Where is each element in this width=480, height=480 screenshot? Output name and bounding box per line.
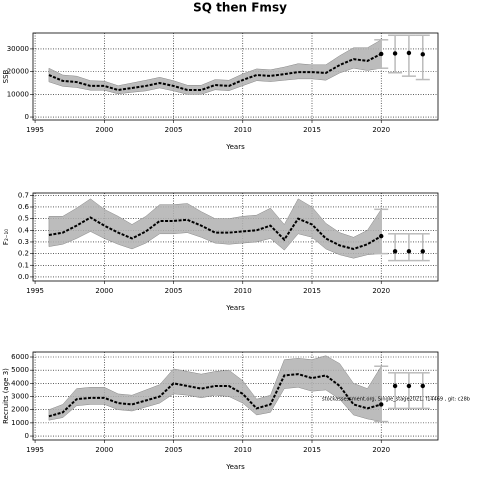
y-tick-label: 0.4 xyxy=(18,226,30,234)
x-axis-label: Years xyxy=(225,463,245,471)
x-axis-label: Years xyxy=(225,304,245,312)
x-tick-label: 2000 xyxy=(95,287,113,295)
y-tick-label: 0.2 xyxy=(18,250,29,258)
plot-frame xyxy=(32,32,439,121)
y-tick-label: 20000 xyxy=(7,68,29,76)
estimate-line xyxy=(48,373,382,418)
y-tick-label: 0.5 xyxy=(18,215,29,223)
forecast-point xyxy=(420,52,425,57)
forecast-point xyxy=(392,249,398,254)
x-tick-label: 2010 xyxy=(234,287,252,295)
x-tick-label: 2010 xyxy=(234,446,252,454)
y-axis-label: Recruits (age 3) xyxy=(2,368,10,424)
x-tick-label: 1995 xyxy=(26,287,44,295)
plot-frame xyxy=(32,192,439,282)
plot-frame xyxy=(32,351,439,441)
estimate-line xyxy=(48,53,382,92)
x-tick-label: 2020 xyxy=(372,446,390,454)
y-tick-label: 0.6 xyxy=(18,203,30,211)
x-axis-label: Years xyxy=(225,143,245,151)
x-tick-label: 2015 xyxy=(303,446,321,454)
y-tick-label: 10000 xyxy=(7,90,29,98)
x-tick-label: 1995 xyxy=(26,126,44,134)
y-tick-label: 0 xyxy=(25,432,29,440)
y-axis-label: F₂₋₁₀ xyxy=(2,229,10,245)
forecast-point xyxy=(379,402,384,407)
y-tick-label: 0.7 xyxy=(18,191,29,199)
forecast-point xyxy=(379,233,384,239)
forecast-point xyxy=(392,51,398,56)
forecast-point xyxy=(406,383,412,389)
x-tick-label: 2005 xyxy=(165,287,183,295)
x-tick-label: 2020 xyxy=(372,287,390,295)
y-tick-label: 30000 xyxy=(7,45,29,53)
y-tick-label: 4000 xyxy=(11,379,29,387)
forecast-point xyxy=(406,249,412,254)
forecast-point xyxy=(406,50,412,56)
y-tick-label: 5000 xyxy=(11,366,29,374)
y-tick-label: 0.3 xyxy=(18,238,29,246)
y-tick-label: 0.0 xyxy=(18,273,29,281)
confidence-band xyxy=(48,355,382,422)
annotation: stockassessment.org, Single_stage2021, f… xyxy=(322,397,470,403)
y-tick-label: 0.1 xyxy=(18,261,29,269)
x-tick-label: 2000 xyxy=(95,446,113,454)
x-tick-label: 2015 xyxy=(303,287,321,295)
x-tick-label: 1995 xyxy=(26,446,44,454)
x-tick-label: 2000 xyxy=(95,126,113,134)
x-tick-label: 2015 xyxy=(303,126,321,134)
x-tick-label: 2020 xyxy=(372,126,390,134)
y-tick-label: 0 xyxy=(25,113,29,121)
forecast-point xyxy=(392,383,398,389)
x-tick-label: 2005 xyxy=(165,446,183,454)
figure-title: SQ then Fmsy xyxy=(193,1,287,15)
x-tick-label: 2005 xyxy=(165,126,183,134)
forecast-point xyxy=(420,383,425,389)
confidence-band xyxy=(48,198,382,259)
forecast-point xyxy=(379,51,384,57)
y-axis-label: SSB xyxy=(2,69,10,83)
y-tick-label: 2000 xyxy=(11,406,29,414)
y-tick-label: 6000 xyxy=(11,353,29,361)
y-tick-label: 1000 xyxy=(11,419,29,427)
x-tick-label: 2010 xyxy=(234,126,252,134)
forecast-point xyxy=(420,249,425,254)
y-tick-label: 3000 xyxy=(11,393,29,401)
